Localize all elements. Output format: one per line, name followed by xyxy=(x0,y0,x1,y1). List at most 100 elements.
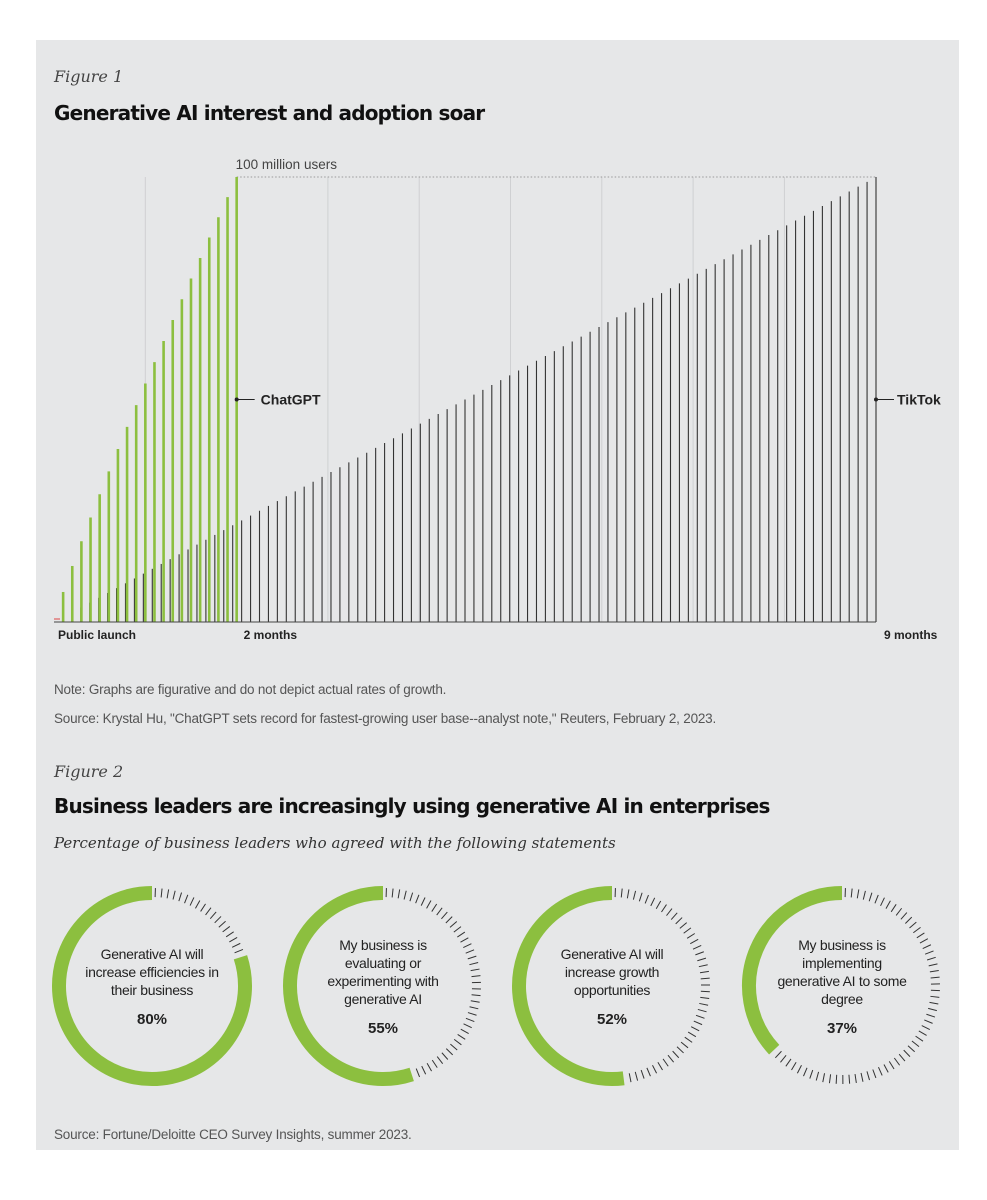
donut-tick xyxy=(431,903,438,912)
donut-tick xyxy=(680,1041,689,1049)
donut-tick xyxy=(662,1058,669,1067)
donut-percentage: 80% xyxy=(136,1010,168,1028)
donut-tick xyxy=(460,937,469,943)
donut-ring xyxy=(283,886,481,1086)
donut-tick xyxy=(441,1052,449,1060)
donut-tick xyxy=(815,1071,820,1081)
donut-tick xyxy=(888,1061,895,1070)
donut-tick xyxy=(930,976,940,979)
donut-tick xyxy=(646,1067,651,1077)
donut-tick xyxy=(391,888,394,898)
donut-tick xyxy=(695,951,704,956)
donut-tick xyxy=(885,900,891,909)
donut-tick xyxy=(921,1025,931,1030)
figure1-note: Note: Graphs are figurative and do not d… xyxy=(54,682,447,697)
donut-tick xyxy=(690,1026,700,1032)
donut-tick xyxy=(872,1069,877,1079)
max-users-label: 100 million users xyxy=(236,157,338,172)
donut-tick xyxy=(209,911,217,920)
donut-tick xyxy=(700,996,710,999)
x-tick-label: 2 months xyxy=(244,628,298,642)
donut-percentage: 37% xyxy=(826,1019,858,1037)
donut-percentage: 52% xyxy=(596,1010,628,1028)
donut-tick xyxy=(234,949,244,954)
donut-tick xyxy=(898,1053,906,1062)
donut-tick xyxy=(460,1028,469,1035)
donut-tick xyxy=(700,990,710,993)
donut-ring xyxy=(52,886,252,1086)
donut-tick xyxy=(195,900,201,909)
donut-tick xyxy=(909,921,917,929)
donut-tick xyxy=(926,1013,936,1018)
donut-tick xyxy=(667,1054,675,1063)
donut-tick xyxy=(907,1045,915,1053)
donut-tick xyxy=(450,1043,458,1051)
donut-tick xyxy=(850,888,853,898)
donut-tick xyxy=(687,1031,697,1038)
donut-tick xyxy=(200,903,206,912)
donut-tick xyxy=(922,944,932,949)
donut-tick xyxy=(924,950,934,955)
donut-tick xyxy=(828,1074,832,1084)
donut-tick xyxy=(679,922,688,929)
donut-tick xyxy=(692,944,702,950)
donut-tick xyxy=(445,1048,454,1056)
donut-tick xyxy=(915,1035,924,1042)
donut-chart: Generative AI will increase growth oppor… xyxy=(510,884,714,1088)
donut-tick xyxy=(634,1071,639,1081)
chatgpt-series-label: ChatGPT xyxy=(261,392,321,408)
donut-tick xyxy=(883,1064,889,1073)
donut-ring xyxy=(742,886,940,1085)
donut-tick xyxy=(683,927,692,934)
donut-tick xyxy=(655,900,662,910)
donut-tick xyxy=(470,1000,480,1003)
donut-tick xyxy=(900,912,908,920)
donut-tick xyxy=(189,897,195,906)
donut-tick xyxy=(699,970,709,974)
donut-text: Generative AI will increase efficiencies… xyxy=(80,924,224,1048)
donut-tick xyxy=(809,1069,814,1079)
donut-tick xyxy=(695,1014,705,1019)
figure1-source: Source: Krystal Hu, "ChatGPT sets record… xyxy=(54,711,717,726)
donut-tick xyxy=(465,949,475,954)
donut-statement: Generative AI will increase growth oppor… xyxy=(560,945,664,998)
figure1-chart: 100 million users Public launch 2 months 9 … xyxy=(54,157,941,642)
donut-tick xyxy=(893,1057,901,1066)
donut-tick xyxy=(780,1054,787,1063)
figure2-source: Source: Fortune/Deloitte CEO Survey Insi… xyxy=(54,1127,412,1142)
donut-tick xyxy=(670,912,678,920)
donut-tick xyxy=(860,1072,864,1082)
donut-tick xyxy=(166,889,170,899)
tiktok-callout-dot xyxy=(874,397,878,402)
donut-value-arc xyxy=(52,886,252,1086)
donut-chart: My business is evaluating or experimenti… xyxy=(281,884,485,1088)
donut-tick xyxy=(467,1012,477,1016)
figure2-title: Business leaders are increasingly using … xyxy=(54,794,770,818)
donut-tick xyxy=(835,1074,838,1084)
donut-tick xyxy=(453,926,462,933)
donut-chart: Generative AI will increase efficiencies… xyxy=(50,884,254,1088)
donut-tick xyxy=(684,1036,693,1043)
donut-tick xyxy=(919,938,929,944)
figure1-title: Generative AI interest and adoption soar xyxy=(54,101,485,125)
donut-tick xyxy=(465,1017,475,1023)
donut-tick xyxy=(928,963,938,967)
donut-tick xyxy=(911,1040,920,1048)
donut-tick xyxy=(854,1073,857,1084)
donut-tick xyxy=(675,917,683,925)
donut-tick xyxy=(697,1008,707,1013)
donut-tick xyxy=(457,931,466,938)
donut-tick xyxy=(632,890,637,900)
donut-statement: Generative AI will increase efficiencies… xyxy=(85,945,219,998)
donut-statement: My business is evaluating or experimenti… xyxy=(327,936,439,1007)
donut-tick xyxy=(471,994,481,997)
donut-tick xyxy=(178,892,183,902)
donut-tick xyxy=(686,933,696,939)
donut-tick xyxy=(928,1007,937,1012)
donut-tick xyxy=(409,892,414,902)
donut-tick xyxy=(457,1034,466,1040)
donut-tick xyxy=(874,894,879,904)
donut-chart: My business is implementing generative A… xyxy=(740,884,944,1088)
donut-tick xyxy=(463,943,472,949)
donut-tick xyxy=(698,964,708,968)
